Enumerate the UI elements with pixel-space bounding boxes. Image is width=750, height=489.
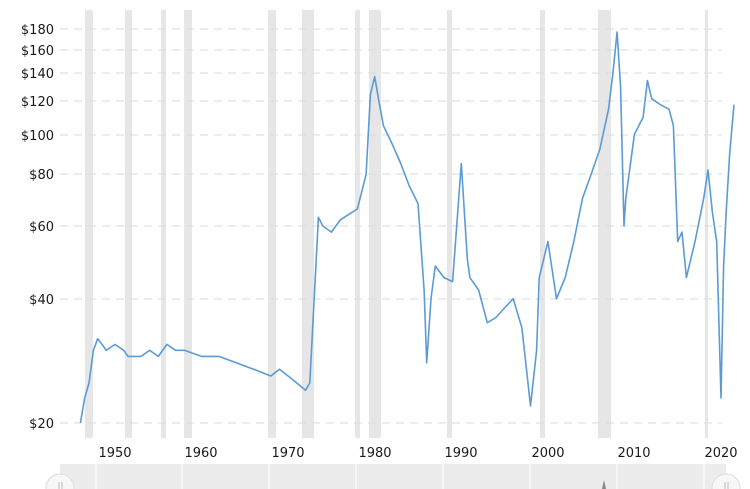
- y-tick-label: $100: [21, 129, 54, 144]
- x-tick-label: 1970: [271, 446, 304, 461]
- x-tick-label: 2000: [531, 446, 564, 461]
- y-tick-label: $40: [29, 293, 54, 308]
- navigator-left-handle[interactable]: [45, 473, 75, 489]
- recession-band: [85, 10, 93, 438]
- recession-band: [705, 10, 708, 438]
- recession-band: [161, 10, 166, 438]
- y-tick-label: $140: [21, 67, 54, 82]
- recession-band: [447, 10, 452, 438]
- recession-band: [125, 10, 132, 438]
- recession-band: [268, 10, 276, 438]
- y-axis: $180 $160 $140 $120 $100 $80 $60 $40 $20: [21, 23, 54, 432]
- navigator-series-peak: [602, 480, 606, 489]
- navigator-track[interactable]: [60, 464, 726, 489]
- x-tick-label: 1950: [98, 446, 131, 461]
- recession-band: [598, 10, 611, 438]
- recession-band: [355, 10, 360, 438]
- y-tick-label: $20: [29, 417, 54, 432]
- price-series-line[interactable]: [79, 31, 735, 424]
- y-tick-label: $80: [29, 168, 54, 183]
- recession-band: [184, 10, 192, 438]
- y-tick-label: $60: [29, 220, 54, 235]
- y-gridlines: [60, 28, 722, 424]
- recession-bands: [85, 10, 708, 438]
- x-tick-label: 2010: [617, 446, 650, 461]
- y-tick-label: $120: [21, 95, 54, 110]
- recession-band: [540, 10, 545, 438]
- recession-band: [302, 10, 314, 438]
- x-axis: 1950 1960 1970 1980 1990 2000 2010 2020: [98, 446, 737, 461]
- y-tick-label: $180: [21, 23, 54, 38]
- navigator-right-handle[interactable]: [711, 473, 741, 489]
- x-tick-label: 1960: [184, 446, 217, 461]
- x-tick-label: 2020: [704, 446, 737, 461]
- recession-band: [369, 10, 381, 438]
- x-tick-label: 1980: [358, 446, 391, 461]
- y-tick-label: $160: [21, 44, 54, 59]
- range-navigator[interactable]: [45, 464, 741, 489]
- x-tick-label: 1990: [444, 446, 477, 461]
